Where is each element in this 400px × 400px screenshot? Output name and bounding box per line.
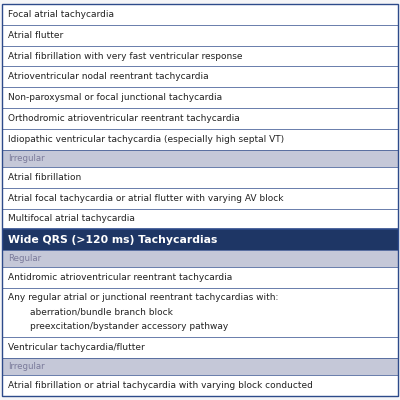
Text: Irregular: Irregular [8,154,45,163]
Bar [2,358,398,375]
Bar [2,4,398,25]
Bar [2,108,398,129]
Text: preexcitation/bystander accessory pathway: preexcitation/bystander accessory pathwa… [30,322,228,331]
Bar [2,46,398,66]
Text: Atrial fibrillation or atrial tachycardia with varying block conducted: Atrial fibrillation or atrial tachycardi… [8,381,313,390]
Bar [2,87,398,108]
Bar [2,375,398,396]
Text: Atrioventricular nodal reentrant tachycardia: Atrioventricular nodal reentrant tachyca… [8,72,209,82]
Text: Focal atrial tachycardia: Focal atrial tachycardia [8,10,114,19]
Text: Atrial fibrillation with very fast ventricular response: Atrial fibrillation with very fast ventr… [8,52,242,60]
Text: Idiopathic ventricular tachycardia (especially high septal VT): Idiopathic ventricular tachycardia (espe… [8,135,284,144]
Text: Multifocal atrial tachycardia: Multifocal atrial tachycardia [8,214,135,224]
Text: Orthodromic atrioventricular reentrant tachycardia: Orthodromic atrioventricular reentrant t… [8,114,240,123]
Text: Atrial fibrillation: Atrial fibrillation [8,173,81,182]
Bar [2,25,398,46]
Text: Regular: Regular [8,254,41,263]
Bar [2,229,398,250]
Text: Antidromic atrioventricular reentrant tachycardia: Antidromic atrioventricular reentrant ta… [8,273,232,282]
Text: Atrial flutter: Atrial flutter [8,31,63,40]
Bar [2,167,398,188]
Text: aberration/bundle branch block: aberration/bundle branch block [30,308,173,316]
Text: Atrial focal tachycardia or atrial flutter with varying AV block: Atrial focal tachycardia or atrial flutt… [8,194,284,203]
Text: Any regular atrial or junctional reentrant tachycardias with:: Any regular atrial or junctional reentra… [8,292,278,302]
Bar [2,267,398,288]
Text: Non-paroxysmal or focal junctional tachycardia: Non-paroxysmal or focal junctional tachy… [8,93,222,102]
Bar [2,250,398,267]
Bar [2,150,398,167]
Bar [2,337,398,358]
Text: Wide QRS (>120 ms) Tachycardias: Wide QRS (>120 ms) Tachycardias [8,235,217,245]
Bar [2,208,398,229]
Bar [2,66,398,87]
Text: Irregular: Irregular [8,362,45,371]
Bar [2,129,398,150]
Bar [2,288,398,337]
Bar [2,188,398,208]
Text: Ventricular tachycardia/flutter: Ventricular tachycardia/flutter [8,343,145,352]
